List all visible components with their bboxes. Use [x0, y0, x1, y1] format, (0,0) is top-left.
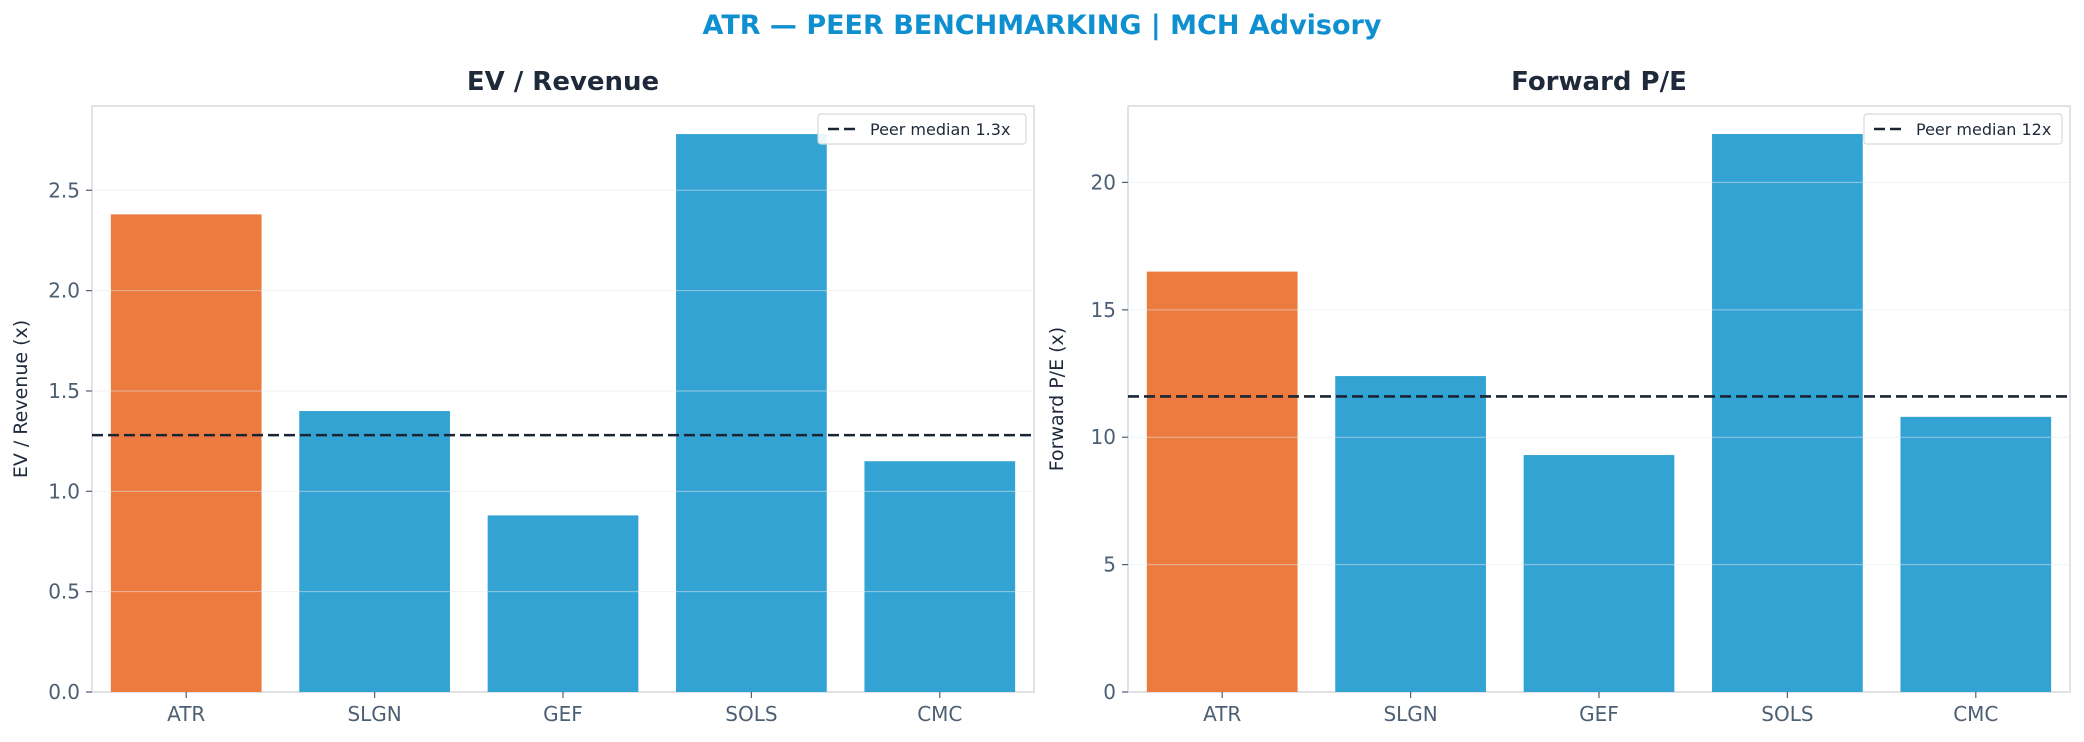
y-tick-label: 0.0 — [48, 680, 80, 704]
x-tick-label: SOLS — [1761, 702, 1813, 726]
x-tick-label: GEF — [1579, 702, 1619, 726]
bar-cmc — [864, 461, 1016, 692]
bar-cmc — [1900, 416, 2052, 692]
y-tick-label: 1.0 — [48, 479, 80, 503]
x-tick-label: ATR — [1203, 702, 1241, 726]
x-tick-label: SOLS — [725, 702, 777, 726]
panel-forward-pe: Forward P/E ATR SLGN GEF SOLS CMC 0 5 10 15 20 Forw… — [1046, 67, 2071, 726]
y-tick-label: 10 — [1091, 425, 1116, 449]
legend — [817, 113, 1027, 145]
panel-title: EV / Revenue — [467, 67, 659, 97]
legend-label: Peer median 1.3x — [870, 120, 1010, 139]
bar-atr — [1146, 271, 1298, 692]
y-tick-label: 20 — [1091, 170, 1116, 194]
x-tick-label: SLGN — [1383, 702, 1437, 726]
legend — [1863, 113, 2063, 145]
x-tick-label: SLGN — [347, 702, 401, 726]
y-tick-label: 2.0 — [48, 279, 80, 303]
y-tick-label: 15 — [1091, 298, 1116, 322]
bar-gef — [1523, 455, 1675, 692]
y-axis-label: Forward P/E (x) — [1046, 327, 1068, 471]
y-tick-label: 0.5 — [48, 580, 80, 604]
bar-gef — [487, 515, 639, 692]
panel-title: Forward P/E — [1511, 67, 1687, 97]
y-axis-label: EV / Revenue (x) — [10, 320, 32, 478]
bar-slgn — [299, 411, 450, 692]
bar-slgn — [1335, 376, 1486, 692]
x-tick-label: CMC — [917, 702, 962, 726]
bar-sols — [1712, 134, 1863, 692]
bar-atr — [110, 214, 262, 692]
x-tick-label: ATR — [167, 702, 205, 726]
x-tick-label: CMC — [1953, 702, 1998, 726]
y-tick-label: 1.5 — [48, 379, 80, 403]
panel-ev-revenue: EV / Revenue ATR SLGN GEF SOLS CMC 0.0 0.5 1.0 1.… — [10, 67, 1035, 726]
bar-sols — [676, 134, 827, 692]
y-tick-label: 0 — [1103, 680, 1116, 704]
figure-title: ATR — PEER BENCHMARKING | MCH Advisory — [703, 10, 1382, 41]
y-tick-label: 5 — [1103, 553, 1116, 577]
y-tick-label: 2.5 — [48, 178, 80, 202]
x-tick-label: GEF — [543, 702, 583, 726]
legend-label: Peer median 12x — [1916, 120, 2051, 139]
